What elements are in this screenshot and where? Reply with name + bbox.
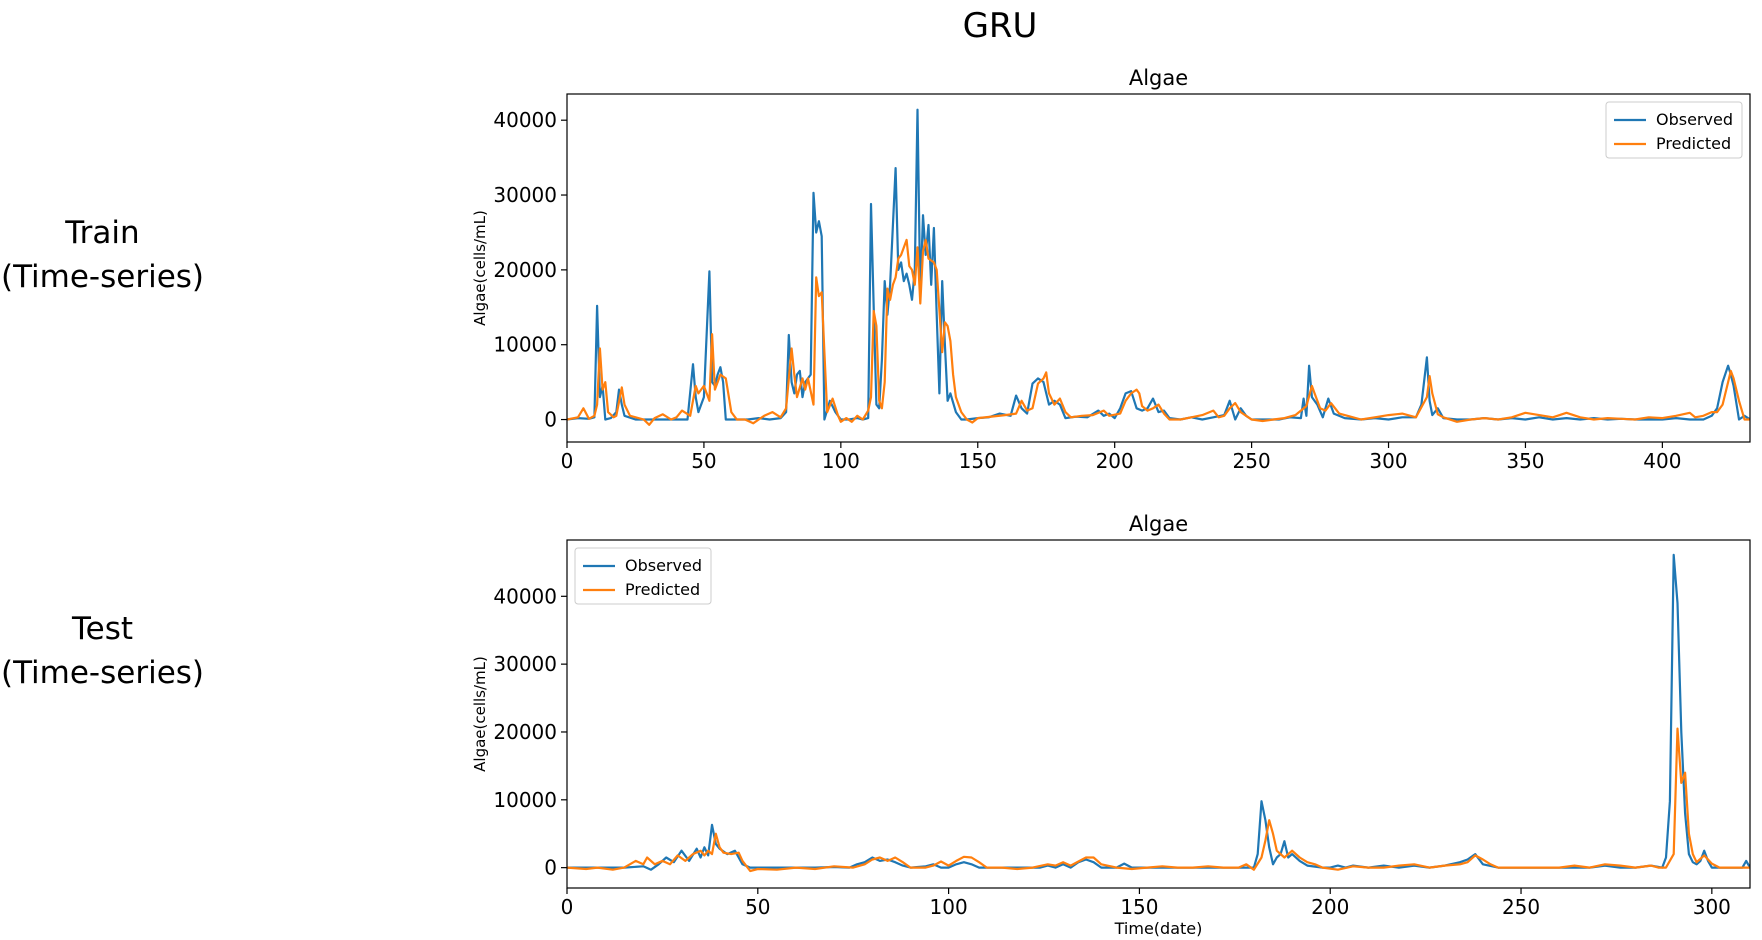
x-axis-label: Time(date): [1114, 919, 1203, 938]
chart-title: Algae: [1129, 66, 1188, 90]
x-tick-label: 250: [1502, 895, 1540, 919]
legend: Observed Predicted: [574, 547, 712, 605]
x-tick-label: 150: [1120, 895, 1158, 919]
y-tick-label: 0: [544, 408, 557, 432]
y-tick-label: 30000: [493, 652, 557, 676]
chart-title: Algae: [1129, 512, 1188, 536]
figure-title: GRU: [962, 6, 1038, 46]
y-tick-label: 0: [544, 856, 557, 880]
y-tick-label: 20000: [493, 258, 557, 282]
x-tick-label: 50: [691, 449, 716, 470]
row-label-test-line2: (Time-series): [0, 655, 205, 691]
legend: Observed Predicted: [1605, 101, 1743, 159]
test-chart: Algae 0 50 100 150 200 250 300 0 10000 20000 30000 4…: [471, 512, 1751, 938]
x-tick-label: 100: [930, 895, 968, 919]
row-label-train: Train (Time-series): [0, 211, 205, 299]
series-line-predicted: [567, 238, 1750, 426]
y-tick-label: 40000: [493, 584, 557, 608]
y-tick-label: 10000: [493, 333, 557, 357]
series-line-predicted: [567, 727, 1750, 873]
x-tick-label: 250: [1233, 449, 1271, 470]
row-label-test: Test (Time-series): [0, 607, 205, 695]
x-tick-label: 100: [822, 449, 860, 470]
legend-label-observed: Observed: [625, 556, 702, 575]
x-tick-label: 400: [1643, 449, 1681, 470]
row-label-train-line1: Train: [65, 215, 140, 251]
x-tick-label: 300: [1693, 895, 1731, 919]
x-tick-label: 50: [745, 895, 770, 919]
x-tick-label: 200: [1096, 449, 1134, 470]
series-line-observed: [567, 108, 1750, 421]
series-line-observed: [567, 553, 1750, 871]
y-tick-label: 10000: [493, 788, 557, 812]
row-label-train-line2: (Time-series): [0, 259, 205, 295]
y-tick-label: 30000: [493, 183, 557, 207]
y-axis-label: Algae(cells/mL): [471, 656, 489, 772]
legend-label-observed: Observed: [1656, 110, 1733, 129]
x-tick-label: 150: [959, 449, 997, 470]
x-tick-label: 300: [1369, 449, 1407, 470]
x-tick-label: 200: [1311, 895, 1349, 919]
x-tick-label: 0: [561, 449, 574, 470]
x-tick-label: 350: [1506, 449, 1544, 470]
y-axis-label: Algae(cells/mL): [471, 210, 489, 326]
legend-label-predicted: Predicted: [625, 580, 700, 599]
train-chart: Algae 0 50 100 150 200 250 300 350 400 0 10000 20000…: [471, 66, 1751, 470]
legend-label-predicted: Predicted: [1656, 134, 1731, 153]
plot-frame: [566, 93, 1751, 443]
x-tick-label: 0: [561, 895, 574, 919]
row-label-test-line1: Test: [71, 611, 134, 647]
plot-frame: [566, 539, 1751, 889]
y-tick-label: 40000: [493, 108, 557, 132]
y-tick-label: 20000: [493, 720, 557, 744]
